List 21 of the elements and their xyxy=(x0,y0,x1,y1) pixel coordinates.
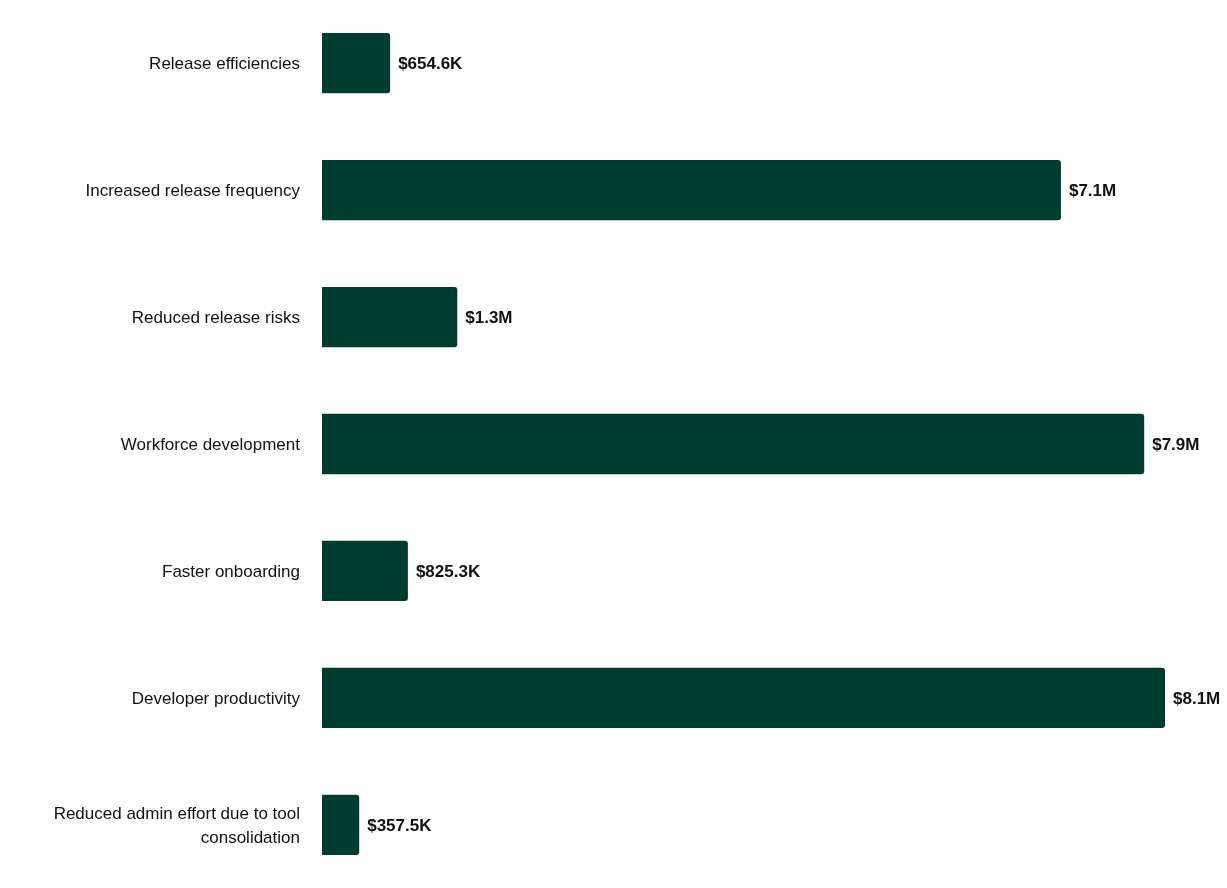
y-tick-label: Release efficiencies xyxy=(149,54,300,74)
y-tick-label: Faster onboarding xyxy=(162,561,300,581)
y-tick-label: Reduced release risks xyxy=(131,308,300,327)
bar xyxy=(322,540,408,602)
y-tick-label: Increased release frequency xyxy=(85,181,301,201)
bar xyxy=(322,667,1165,729)
data-label: $357.5K xyxy=(367,815,433,835)
data-label: $7.9M xyxy=(1152,434,1200,454)
y-tick-label: Reduced admin effort due to tool consolidation xyxy=(53,803,300,847)
bar xyxy=(322,33,391,94)
y-tick-label: Developer productivity xyxy=(131,688,301,708)
bar xyxy=(322,159,1061,221)
data-label: $7.1M xyxy=(1068,181,1117,201)
data-label: $654.6K xyxy=(398,54,464,74)
data-label: $1.3M xyxy=(465,308,513,327)
y-tick-label: Workforce development xyxy=(120,434,301,454)
bar xyxy=(322,794,360,855)
bar xyxy=(322,286,458,348)
bar xyxy=(322,413,1145,475)
data-label: $8.1M xyxy=(1173,688,1221,708)
data-label: $825.3K xyxy=(415,561,481,581)
